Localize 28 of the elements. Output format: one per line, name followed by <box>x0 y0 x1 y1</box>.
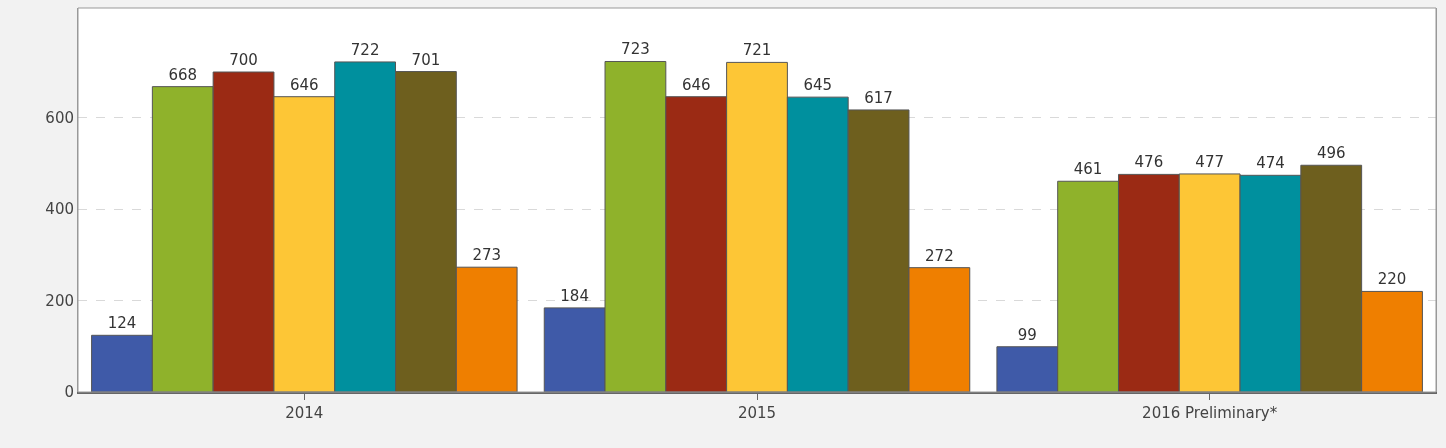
x-tick-label: 2015 <box>737 404 777 422</box>
data-label: 124 <box>107 314 137 333</box>
y-tick-label: 200 <box>45 291 74 310</box>
x-tick-label: 2014 <box>285 404 324 422</box>
data-label: 273 <box>472 246 502 265</box>
data-label: 496 <box>1316 144 1346 163</box>
data-label: 646 <box>681 75 711 94</box>
data-label: 723 <box>621 40 650 59</box>
data-label: 476 <box>1134 153 1164 172</box>
y-tick-label: 400 <box>45 200 74 219</box>
y-tick-label: 600 <box>45 108 74 127</box>
data-label: 646 <box>290 75 319 94</box>
data-label: 461 <box>1073 160 1103 179</box>
data-label: 701 <box>411 50 441 69</box>
data-label: 220 <box>1377 270 1407 289</box>
data-label: 721 <box>742 41 772 60</box>
data-label: 645 <box>803 76 833 95</box>
data-label: 477 <box>1195 152 1224 171</box>
data-label: 99 <box>1017 325 1037 344</box>
data-label: 617 <box>864 88 893 107</box>
data-label: 272 <box>925 246 954 265</box>
data-label: 722 <box>350 40 380 59</box>
y-tick-label: 0 <box>64 383 74 402</box>
x-tick-label: 2016 Preliminary* <box>1142 404 1278 422</box>
data-label: 184 <box>560 286 589 305</box>
data-label: 474 <box>1256 154 1285 173</box>
data-label: 668 <box>168 65 198 84</box>
data-label: 700 <box>229 51 258 69</box>
